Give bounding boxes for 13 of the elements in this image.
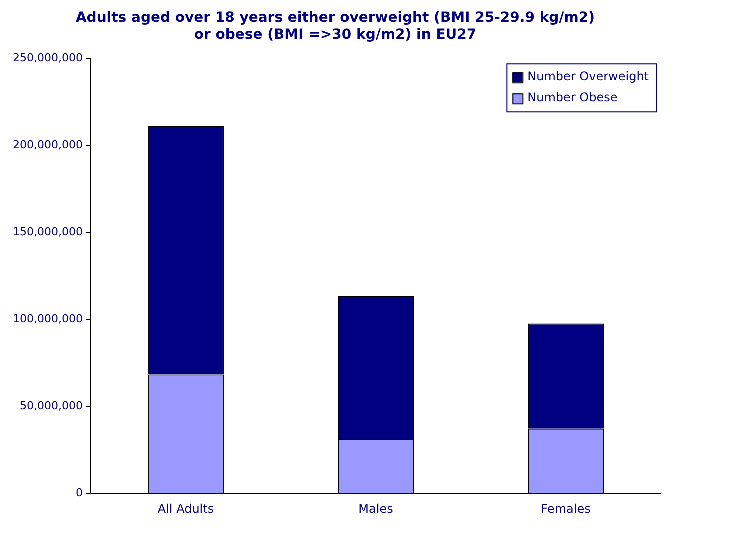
y-tick-label: 50,000,000: [20, 399, 83, 412]
y-tick-label: 200,000,000: [12, 138, 83, 152]
x-tick-label: All Adults: [158, 502, 214, 516]
text: Adults aged over 18 years either overweight (BMI 25-29.9 kg/m2): [76, 10, 596, 26]
y-tick-label: 150,000,000: [12, 225, 83, 238]
y-tick-label: 0: [76, 486, 83, 500]
x-tick-label: Females: [541, 502, 591, 516]
text: or obese (BMI =>30 kg/m2) in EU27: [194, 26, 477, 43]
legend-label: Number Obese: [528, 90, 618, 105]
y-tick-label: 250,000,000: [12, 51, 83, 64]
y-tick-label: 100,000,000: [12, 312, 83, 326]
legend-label: Number Overweight: [528, 70, 650, 84]
x-tick-label: Males: [358, 502, 394, 516]
